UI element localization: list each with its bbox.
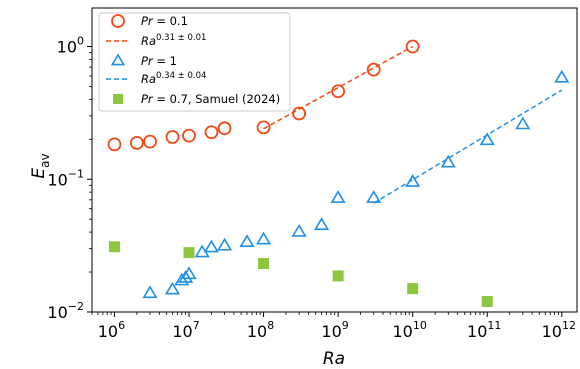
point-pr1 [255, 231, 272, 245]
point-pr01 [256, 120, 271, 135]
y-axis-title: Eav [29, 153, 52, 178]
point-pr1 [181, 266, 197, 280]
legend-sup: 0.34 ± 0.04 [156, 71, 206, 81]
point-pr1 [291, 224, 307, 237]
data-marks [107, 39, 570, 307]
point-pr01 [204, 125, 219, 140]
point-pr1 [554, 69, 570, 83]
legend-rest: = 0.7, Samuel (2024) [153, 92, 281, 106]
x-axis-title: Ra [323, 349, 345, 369]
y-tick-base: 10 [47, 170, 67, 189]
x-tick-exp: 11 [487, 319, 501, 332]
point-pr01 [405, 39, 420, 54]
point-pr1 [313, 217, 330, 230]
legend-marker-pr1 [110, 53, 126, 66]
x-tick-exp: 8 [267, 319, 274, 332]
y-tick-label: 10−2 [47, 300, 84, 322]
point-samuel [481, 295, 493, 307]
legend-var: Pr [141, 54, 154, 68]
x-tick-exp: 7 [193, 319, 200, 332]
point-pr1 [330, 190, 346, 203]
y-tick-base: 10 [47, 303, 67, 322]
y-tick-exp: −1 [68, 167, 84, 180]
point-pr01 [143, 134, 157, 149]
point-samuel [258, 257, 270, 269]
x-tick-label: 109 [321, 319, 348, 341]
point-pr01 [182, 128, 196, 143]
legend-label-samuel: Pr = 0.7, Samuel (2024) [141, 92, 280, 106]
x-tick-base: 10 [172, 322, 192, 341]
x-tick-exp: 10 [413, 319, 427, 332]
x-tick-base: 10 [247, 322, 267, 341]
x-tick-label: 1012 [542, 319, 576, 341]
point-pr1 [239, 234, 255, 248]
legend-marker-samuel [113, 94, 123, 104]
point-pr1 [515, 116, 531, 130]
y-tick-label: 10−1 [47, 167, 84, 189]
fit-line-fit1 [373, 89, 563, 204]
point-pr1 [405, 174, 421, 187]
legend-label-pr1: Pr = 1 [141, 54, 177, 68]
y-tick-exp: 0 [77, 35, 84, 48]
legend-label-fit1: Ra0.34 ± 0.04 [141, 71, 206, 86]
point-pr01 [366, 62, 381, 77]
x-tick-label: 108 [247, 319, 274, 341]
x-tick-label: 1010 [392, 319, 426, 341]
point-pr01 [292, 106, 307, 121]
point-pr1 [174, 272, 190, 286]
legend-var: Ra [141, 72, 156, 86]
legend-rest: = 0.1 [153, 14, 188, 28]
x-tick-base: 10 [542, 322, 562, 341]
legend-var: Ra [141, 34, 156, 48]
y-axis-title-sub: av [38, 153, 52, 167]
legend-marker-pr01 [111, 14, 125, 28]
point-pr01 [217, 121, 232, 136]
x-tick-base: 10 [321, 322, 341, 341]
x-tick-exp: 9 [342, 319, 349, 332]
point-pr1 [440, 154, 456, 168]
point-pr1 [479, 132, 495, 146]
y-axis-title-main: E [29, 168, 49, 179]
legend-label-fit01: Ra0.31 ± 0.01 [141, 33, 206, 48]
x-tick-label: 107 [172, 319, 199, 341]
y-tick-exp: −2 [68, 300, 84, 313]
y-tick-base: 10 [57, 38, 77, 57]
point-pr1 [366, 190, 382, 203]
fit-line-fit01 [263, 45, 414, 130]
point-samuel [108, 241, 120, 253]
point-pr1 [203, 239, 220, 253]
point-pr01 [165, 130, 180, 144]
point-pr01 [129, 135, 144, 150]
x-tick-base: 10 [98, 322, 118, 341]
point-pr1 [164, 281, 181, 295]
x-tick-base: 10 [467, 322, 487, 341]
legend-rest: = 1 [153, 54, 177, 68]
point-samuel [407, 283, 419, 295]
point-pr1 [142, 285, 158, 299]
x-tick-base: 10 [392, 322, 412, 341]
legend-label-pr01: Pr = 0.1 [141, 14, 188, 28]
point-pr1 [178, 270, 194, 283]
legend-var: Pr [141, 92, 154, 106]
point-samuel [183, 247, 195, 259]
legend-var: Pr [141, 14, 154, 28]
y-tick-label: 100 [57, 35, 84, 57]
point-pr01 [331, 84, 346, 99]
point-pr1 [216, 237, 233, 251]
legend-box [98, 12, 291, 112]
x-tick-exp: 6 [118, 319, 125, 332]
x-tick-label: 106 [98, 319, 125, 341]
point-pr01 [107, 137, 122, 152]
x-tick-label: 1011 [467, 319, 501, 341]
x-tick-exp: 12 [562, 319, 576, 332]
legend-sup: 0.31 ± 0.01 [156, 33, 206, 43]
point-samuel [332, 270, 344, 282]
